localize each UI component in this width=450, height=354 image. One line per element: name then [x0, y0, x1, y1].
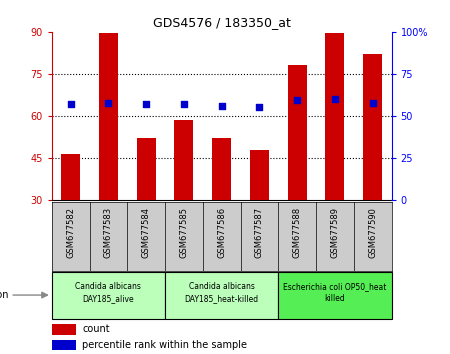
- Bar: [52, 324, 76, 335]
- Text: GSM677582: GSM677582: [66, 207, 75, 258]
- Text: percentile rank within the sample: percentile rank within the sample: [82, 340, 248, 350]
- Point: [105, 101, 112, 106]
- Text: Candida albicans
DAY185_heat-killed: Candida albicans DAY185_heat-killed: [184, 282, 259, 303]
- Bar: [325, 33, 344, 200]
- Text: infection: infection: [0, 290, 9, 300]
- Bar: [61, 154, 80, 200]
- Bar: [288, 65, 306, 200]
- Point: [180, 101, 188, 107]
- Text: GSM677583: GSM677583: [104, 207, 113, 258]
- Point: [67, 101, 74, 107]
- Text: GSM677587: GSM677587: [255, 207, 264, 258]
- Point: [293, 97, 301, 103]
- Text: count: count: [82, 324, 110, 334]
- Text: GSM677589: GSM677589: [330, 207, 339, 258]
- Text: GSM677585: GSM677585: [180, 207, 189, 258]
- Text: GSM677588: GSM677588: [292, 207, 302, 258]
- Bar: [52, 340, 76, 350]
- Bar: [363, 54, 382, 200]
- Point: [143, 101, 150, 107]
- Text: GSM677590: GSM677590: [368, 207, 377, 258]
- Point: [331, 96, 338, 102]
- Text: Escherichia coli OP50_heat
killed: Escherichia coli OP50_heat killed: [283, 282, 387, 303]
- Bar: [278, 272, 392, 319]
- Title: GDS4576 / 183350_at: GDS4576 / 183350_at: [153, 16, 291, 29]
- Point: [369, 101, 376, 106]
- Text: GSM677584: GSM677584: [142, 207, 151, 258]
- Text: GSM677586: GSM677586: [217, 207, 226, 258]
- Bar: [212, 138, 231, 200]
- Bar: [175, 120, 194, 200]
- Bar: [250, 149, 269, 200]
- Bar: [99, 33, 118, 200]
- Point: [256, 104, 263, 109]
- Text: Candida albicans
DAY185_alive: Candida albicans DAY185_alive: [76, 282, 141, 303]
- Bar: [165, 272, 278, 319]
- Bar: [137, 138, 156, 200]
- Point: [218, 103, 225, 109]
- Bar: [52, 272, 165, 319]
